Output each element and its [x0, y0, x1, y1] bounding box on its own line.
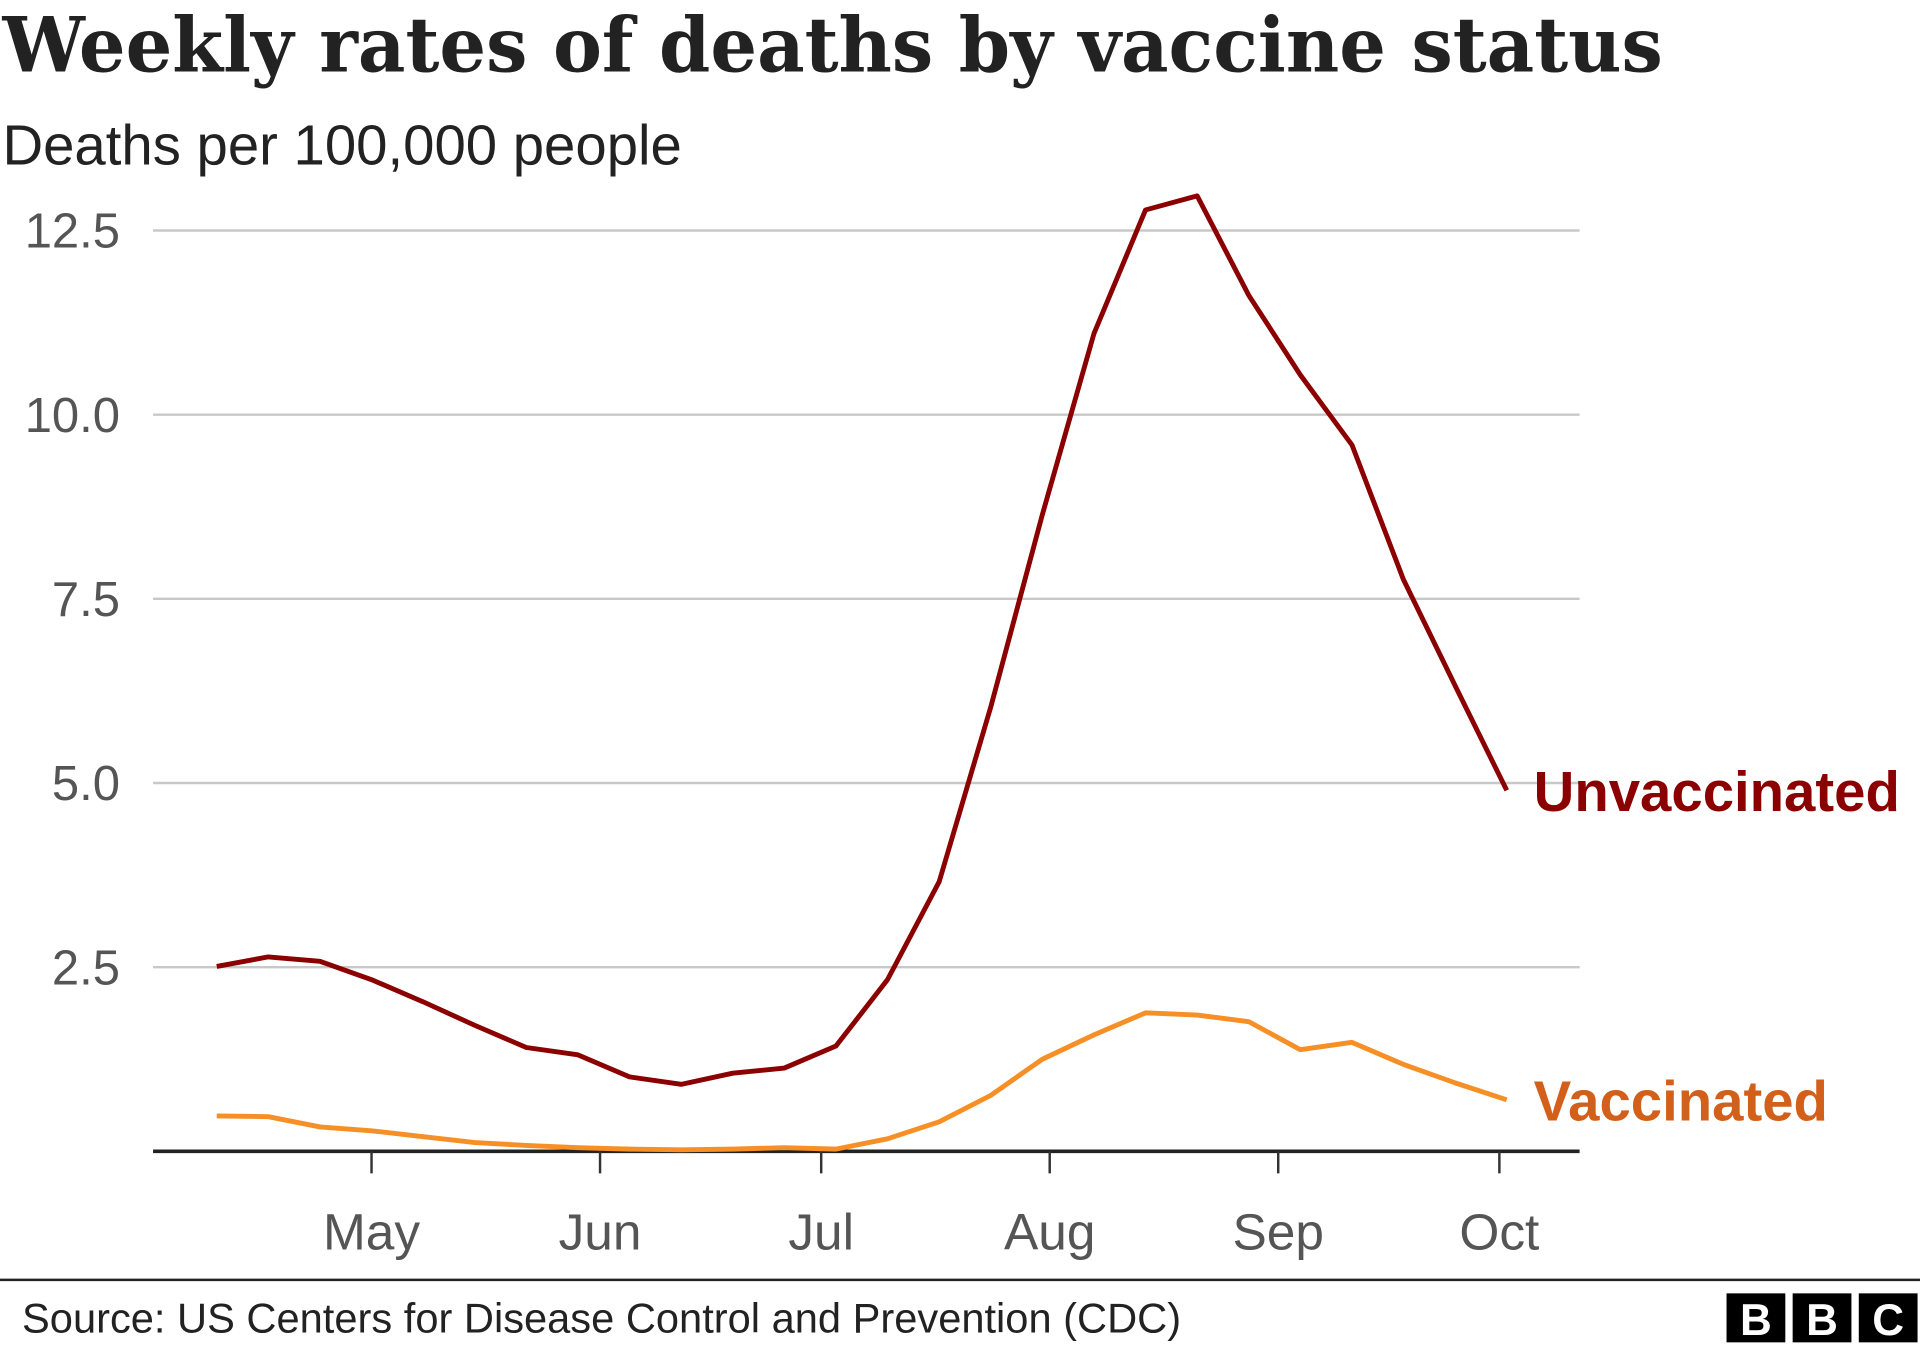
series-label-vaccinated: Vaccinated [1534, 1070, 1828, 1133]
series-lines [216, 193, 1509, 1153]
x-tick-label: Sep [1232, 1202, 1323, 1260]
series-label-unvaccinated: Unvaccinated [1534, 760, 1900, 823]
y-tick-label: 7.5 [52, 573, 120, 627]
x-tick-label: Jul [788, 1202, 854, 1260]
series-labels: Unvaccinated Vaccinated [1534, 760, 1900, 1132]
y-axis: 2.5 5.0 7.5 10.0 12.5 [25, 205, 120, 996]
source-note: Source: US Centers for Disease Control a… [22, 1295, 1181, 1342]
x-tick-label: May [323, 1202, 420, 1260]
series-line-unvaccinated [216, 193, 1509, 1087]
bbc-logo: B B C [1726, 1293, 1918, 1345]
x-tick-label: Oct [1459, 1202, 1539, 1260]
x-tick-label: Aug [1004, 1202, 1095, 1260]
y-tick-label: 5.0 [52, 757, 120, 811]
y-tick-label: 12.5 [25, 205, 120, 259]
series-line-vaccinated [216, 1010, 1508, 1153]
svg-text:C: C [1872, 1296, 1904, 1345]
x-axis: May Jun Jul Aug Sep Oct [153, 1149, 1580, 1260]
chart-subtitle: Deaths per 100,000 people [2, 113, 681, 176]
y-tick-label: 2.5 [52, 941, 120, 995]
gridlines [153, 229, 1580, 969]
svg-text:B: B [1806, 1296, 1838, 1345]
x-tick-label: Jun [559, 1202, 642, 1260]
svg-text:B: B [1740, 1296, 1772, 1345]
y-tick-label: 10.0 [25, 389, 120, 443]
chart-title: Weekly rates of deaths by vaccine status [1, 0, 1662, 89]
